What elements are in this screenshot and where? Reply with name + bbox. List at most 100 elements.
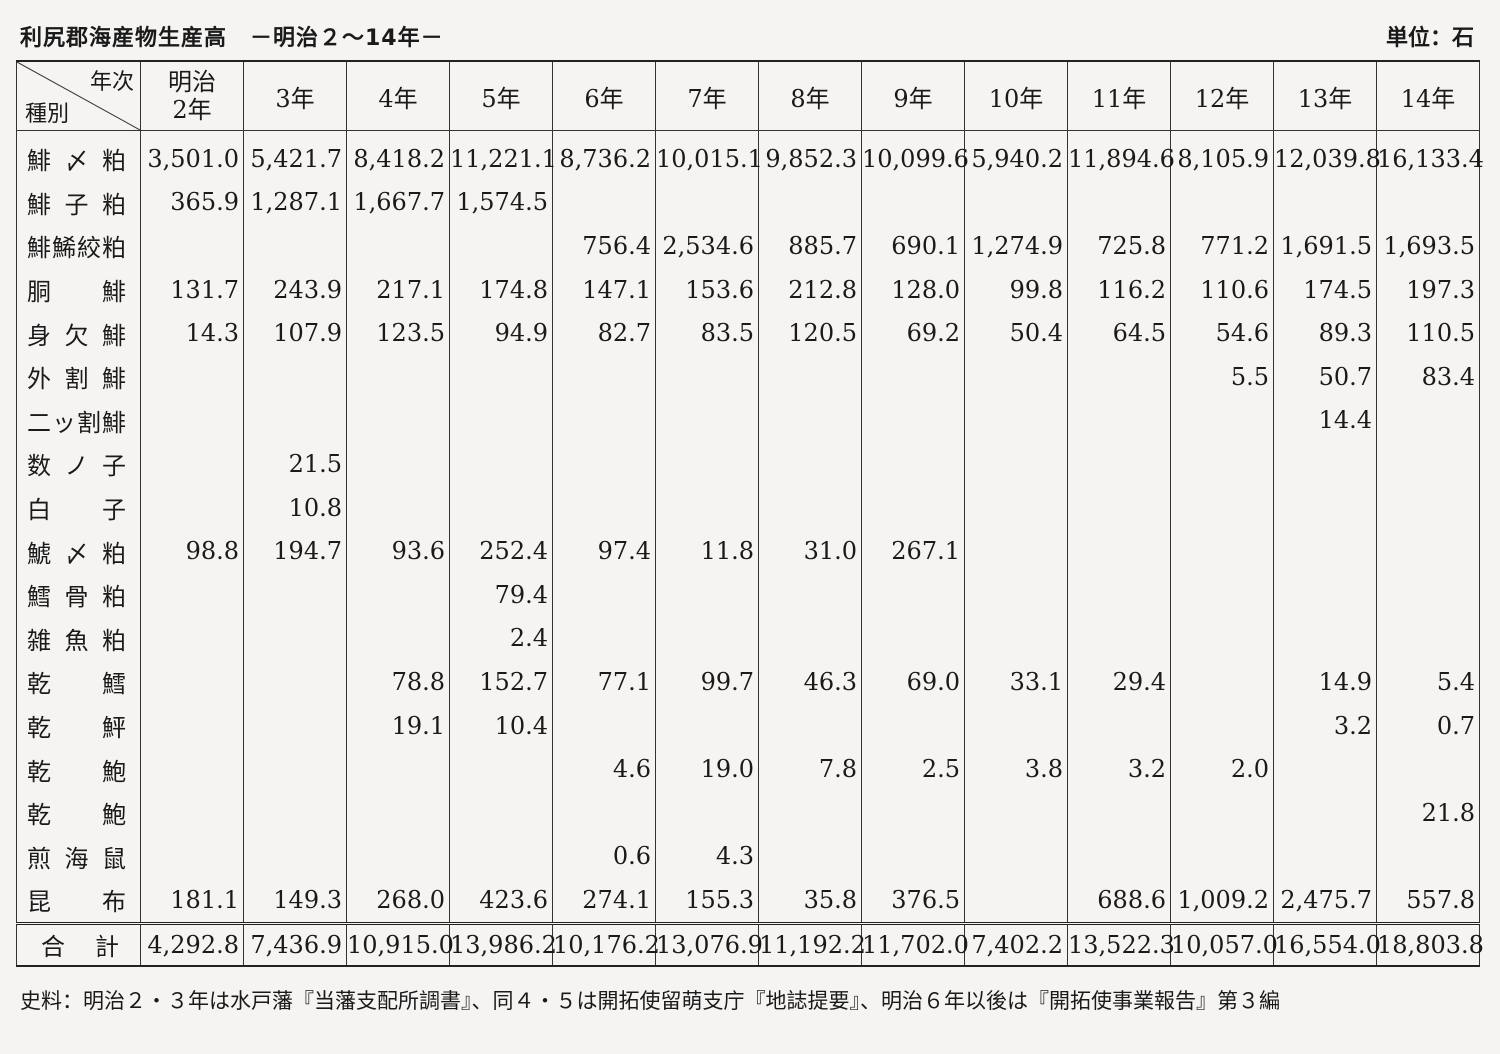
table-cell: 131.7 — [140, 267, 244, 312]
total-cell: 13,986.2 — [449, 921, 557, 966]
table-cell — [346, 398, 450, 443]
table-cell: 153.6 — [655, 267, 759, 312]
table-cell — [655, 790, 759, 835]
table-cell: 3,501.0 — [140, 130, 244, 181]
table-cell: 181.1 — [140, 878, 244, 924]
table-cell — [449, 354, 553, 399]
row-label-part: 乾 — [27, 757, 52, 786]
row-label-text: 二ッ割鯡 — [27, 403, 127, 438]
year-header: 5年 — [449, 61, 553, 131]
row-label: 胴鯡 — [16, 267, 141, 312]
table-cell: 107.9 — [243, 311, 347, 355]
row-label-text: 胴鯡 — [27, 272, 127, 307]
table-cell — [1170, 485, 1274, 530]
row-label-part: 粕 — [102, 626, 127, 655]
year-header: 13年 — [1273, 61, 1377, 131]
table-cell — [655, 572, 759, 617]
table-cell — [655, 354, 759, 399]
table-cell — [243, 747, 347, 791]
table-cell — [140, 790, 244, 835]
header-row: 年次 種別 明治 2年 3年 4年 5年 6年 7年 8年 9年 10年 11年 12年 13年 14… — [16, 61, 1480, 131]
table-cell: 4.3 — [655, 834, 759, 879]
table-cell: 46.3 — [758, 660, 862, 704]
table-cell — [758, 572, 862, 617]
table-cell: 725.8 — [1067, 224, 1171, 268]
table-cell: 557.8 — [1376, 878, 1480, 924]
table-cell — [758, 703, 862, 748]
row-label-part: 割 — [64, 365, 90, 394]
row-label-part: 鯡 — [27, 190, 52, 219]
table-cell: 268.0 — [346, 878, 450, 924]
total-cell: 10,057.0 — [1170, 921, 1278, 966]
table-cell: 1,667.7 — [346, 180, 450, 225]
row-label: 乾鮑 — [16, 790, 141, 835]
row-label-part: 海 — [64, 844, 90, 873]
table-cell: 21.8 — [1376, 790, 1480, 835]
table-cell: 77.1 — [552, 660, 656, 704]
table-cell — [346, 354, 450, 399]
row-label-part: 雑 — [27, 626, 52, 655]
row-label-part: 鱈 — [27, 583, 52, 612]
table-cell — [861, 485, 965, 530]
table-cell — [1273, 834, 1377, 879]
table-cell — [243, 354, 347, 399]
table-cell — [449, 834, 553, 879]
row-label: 外割鯡 — [16, 354, 141, 399]
table-cell — [1376, 180, 1480, 225]
table-cell — [655, 616, 759, 661]
row-label: 昆布 — [16, 878, 141, 924]
table-cell: 267.1 — [861, 529, 965, 573]
table-cell: 78.8 — [346, 660, 450, 704]
row-label-part: 粕 — [102, 583, 127, 612]
row-label-part: 骨 — [64, 583, 90, 612]
row-label-part: 鼠 — [102, 844, 127, 873]
table-cell — [1376, 616, 1480, 661]
table-cell: 5,940.2 — [964, 130, 1068, 181]
table-cell: 3.8 — [964, 747, 1068, 791]
table-cell — [140, 485, 244, 530]
table-row: 鯱〆粕 98.8 194.7 93.6 252.4 97.4 11.8 31.0 267.1 — [16, 529, 1480, 573]
table-row: 鯡鯑絞粕 756.4 2,534.6 885.7 690.1 1,274.9 725.8 77… — [16, 224, 1480, 268]
table-cell: 147.1 — [552, 267, 656, 312]
row-label-text: 乾鮑 — [27, 752, 127, 787]
table-cell: 83.5 — [655, 311, 759, 355]
table-cell — [346, 224, 450, 268]
table-cell: 33.1 — [964, 660, 1068, 704]
table-cell — [655, 442, 759, 486]
table-cell — [1067, 616, 1171, 661]
row-label: 鱈骨粕 — [16, 572, 141, 617]
row-label: 鯱〆粕 — [16, 529, 141, 573]
table-row: 鯡子粕 365.9 1,287.1 1,667.7 1,574.5 — [16, 180, 1480, 225]
table-cell — [964, 703, 1068, 748]
table-cell — [964, 398, 1068, 443]
year-header-line1: 明治 — [168, 68, 216, 96]
table-cell — [861, 180, 965, 225]
table-cell — [655, 485, 759, 530]
table-cell — [861, 616, 965, 661]
table-cell — [552, 180, 656, 225]
table-cell — [140, 442, 244, 486]
row-label-part: 数 — [27, 452, 52, 481]
table-cell: 10.4 — [449, 703, 553, 748]
table-cell — [655, 703, 759, 748]
table-cell: 365.9 — [140, 180, 244, 225]
table-cell: 2,534.6 — [655, 224, 759, 268]
table-cell — [1067, 354, 1171, 399]
table-cell: 149.3 — [243, 878, 347, 924]
row-label: 乾鮃 — [16, 703, 141, 748]
production-table: 年次 種別 明治 2年 3年 4年 5年 6年 7年 8年 9年 10年 11年 12年 13年 14… — [16, 60, 1484, 967]
table-cell — [1067, 703, 1171, 748]
table-cell — [243, 660, 347, 704]
table-cell: 243.9 — [243, 267, 347, 312]
table-row: 乾鮑 4.6 19.0 7.8 2.5 3.8 3.2 2.0 — [16, 747, 1480, 791]
table-row: 昆布 181.1 149.3 268.0 423.6 274.1 155.3 35.8 376.… — [16, 878, 1480, 924]
row-label-part: 白 — [27, 496, 52, 525]
row-label-part: 鯡 — [27, 147, 52, 176]
table-cell — [1273, 485, 1377, 530]
table-cell — [758, 354, 862, 399]
row-label-text: 乾鮑 — [27, 795, 127, 830]
row-label: 乾鱈 — [16, 660, 141, 704]
table-cell: 1,574.5 — [449, 180, 553, 225]
table-cell: 155.3 — [655, 878, 759, 924]
table-cell: 1,691.5 — [1273, 224, 1377, 268]
